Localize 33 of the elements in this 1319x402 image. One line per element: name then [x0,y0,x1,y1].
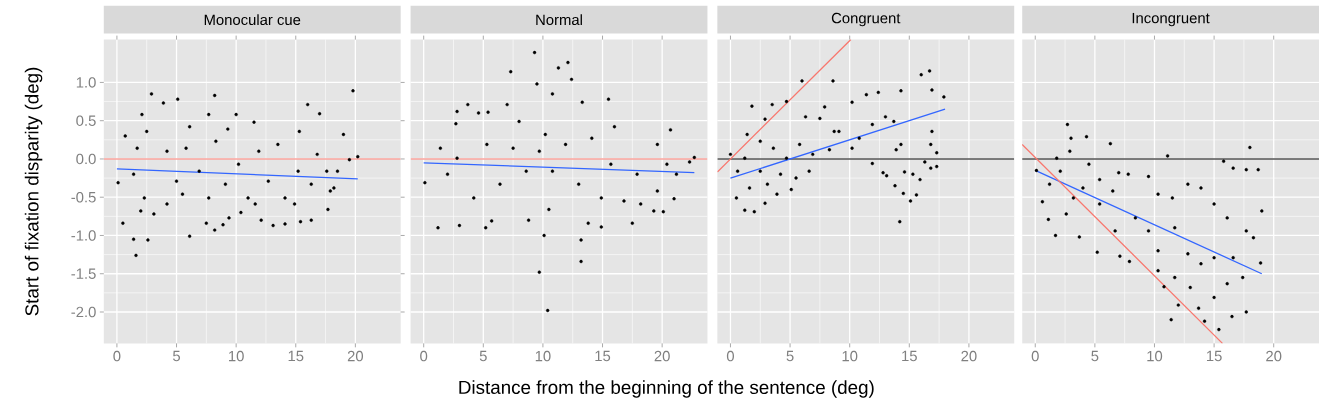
y-tick-label: 0.0 [76,153,96,165]
x-tick-label: 5 [786,350,794,362]
x-tick-label: 5 [479,350,487,362]
x-axis-title: Distance from the beginning of the sentence (deg) [459,380,874,398]
x-tick-label: 20 [961,350,977,362]
x-tick-label: 15 [1206,350,1222,362]
y-tick-label: -0.5 [71,192,96,203]
x-tick-label: 20 [347,350,364,362]
x-tick-label: 0 [1031,350,1039,362]
chart-title: Incongruent [1132,13,1210,27]
x-tick-label: 10 [1147,350,1163,362]
x-tick-label: 15 [288,350,304,362]
x-tick-label: 10 [535,350,551,362]
x-tick-label: 5 [172,350,181,362]
x-tick-label: 20 [1266,350,1282,362]
y-axis-title: Start of fixation disparity (deg) [24,67,43,316]
y-tick-label: 0.5 [76,115,96,127]
x-tick-label: 0 [420,350,428,362]
x-tick-label: 10 [842,350,858,362]
y-tick-label: -1.0 [71,230,96,241]
x-tick-label: 20 [654,350,670,362]
y-tick-label: -1.5 [71,268,96,280]
x-tick-label: 10 [229,350,244,362]
x-tick-label: 0 [113,350,121,362]
x-tick-label: 5 [1091,350,1099,362]
chart-title: Monocular cue [204,14,301,26]
y-tick-label: -2.0 [71,306,96,318]
x-tick-label: 15 [902,350,917,362]
x-tick-label: 0 [726,350,734,362]
x-tick-label: 15 [595,350,611,362]
y-tick-label: 1.0 [76,77,96,88]
chart-title: Normal [536,14,582,26]
chart-title: Congruent [831,12,901,27]
